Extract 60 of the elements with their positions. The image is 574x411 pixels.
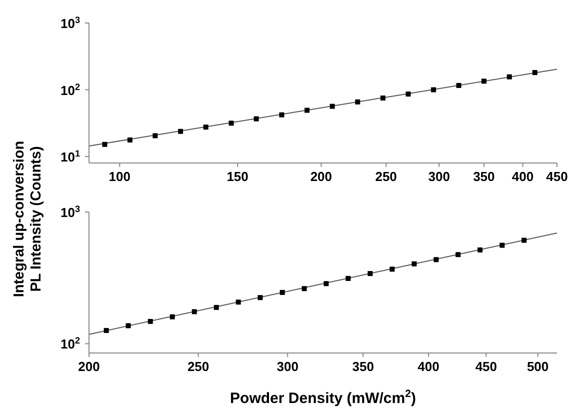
point [192,309,197,314]
point [104,328,109,333]
x-tick-label: 200 [78,359,100,374]
point [170,314,175,320]
y-tick-label: 10$^{2}$ [60,82,80,98]
x-tick-label: 250 [375,169,397,184]
x-tick-label: 450 [475,359,498,374]
point [280,290,285,295]
x-tick-label: 100 [108,169,130,184]
x-tick-label: 250 [187,359,210,374]
point [522,238,527,243]
point [254,116,259,122]
point [368,271,373,276]
point [506,74,512,80]
point [330,104,335,109]
point [380,96,386,101]
x-tick-label: 400 [512,169,534,184]
x-tick-label: 350 [473,169,495,184]
y-tick-label: 10$^{2}$ [60,336,80,352]
point [412,261,417,266]
point [214,304,219,310]
point [279,112,284,118]
point [236,300,241,305]
point [406,92,411,97]
point [324,281,329,286]
y-tick-label: 10$^{3}$ [60,204,80,220]
x-tick-label: 500 [526,359,549,374]
point [152,133,158,138]
point [148,318,153,324]
y-axis-title: Integral up-conversion PL Intensity (Counts) [12,140,44,298]
point [355,99,360,104]
point [258,295,263,300]
point [390,266,395,272]
x-axis-title: Powder Density (mW/cm$^{2}$) [230,388,416,407]
x-tick-label: 350 [352,359,374,374]
y-tick-label: 10$^{3}$ [60,15,80,31]
point [302,286,307,292]
point [500,242,505,248]
point [434,257,439,262]
x-tick-label: 300 [276,359,298,374]
x-tick-label: 150 [226,169,248,184]
point [346,276,351,281]
point [203,124,208,130]
point [228,120,234,126]
x-tick-label: 200 [310,169,332,184]
point [431,87,436,92]
x-tick-label: 300 [428,169,450,184]
point [178,128,184,134]
point [456,252,461,258]
x-tick-label: 400 [418,359,440,374]
point [102,142,108,147]
point [127,137,132,142]
point [532,70,538,76]
x-tick-label: 450 [546,169,568,184]
point [478,247,483,252]
point [126,323,131,328]
point [481,78,486,84]
point [456,82,462,88]
point [304,108,310,113]
y-tick-label: 10$^{1}$ [60,148,80,165]
